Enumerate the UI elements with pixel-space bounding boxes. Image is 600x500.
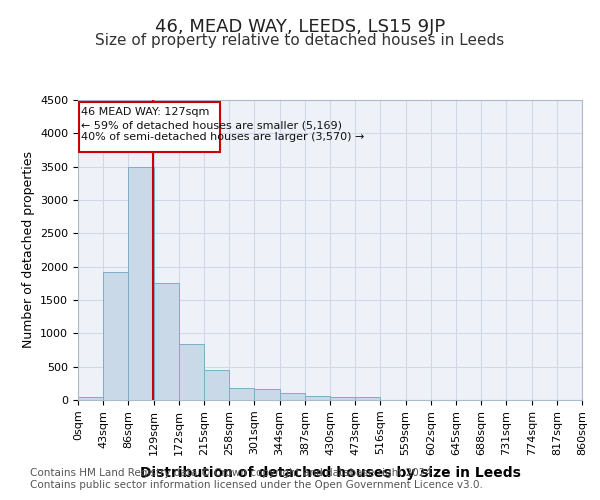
Bar	[330, 396, 355, 400]
Bar	[179, 344, 204, 400]
Bar	[103, 272, 128, 400]
Bar	[78, 396, 103, 400]
Bar	[154, 282, 179, 400]
Bar	[280, 394, 305, 400]
Y-axis label: Number of detached properties: Number of detached properties	[22, 152, 35, 348]
Text: ← 59% of detached houses are smaller (5,169): ← 59% of detached houses are smaller (5,…	[81, 120, 342, 130]
Bar	[254, 388, 280, 400]
Text: 46, MEAD WAY, LEEDS, LS15 9JP: 46, MEAD WAY, LEEDS, LS15 9JP	[155, 18, 445, 36]
Text: 40% of semi-detached houses are larger (3,570) →: 40% of semi-detached houses are larger (…	[81, 132, 364, 142]
Text: Contains HM Land Registry data © Crown copyright and database right 2024.
Contai: Contains HM Land Registry data © Crown c…	[30, 468, 483, 490]
Bar	[355, 398, 380, 400]
Bar	[229, 388, 254, 400]
Bar	[204, 370, 229, 400]
Bar	[128, 166, 154, 400]
FancyBboxPatch shape	[79, 102, 220, 152]
X-axis label: Distribution of detached houses by size in Leeds: Distribution of detached houses by size …	[140, 466, 520, 480]
Bar	[305, 396, 330, 400]
Text: Size of property relative to detached houses in Leeds: Size of property relative to detached ho…	[95, 32, 505, 48]
Text: 46 MEAD WAY: 127sqm: 46 MEAD WAY: 127sqm	[81, 108, 209, 118]
